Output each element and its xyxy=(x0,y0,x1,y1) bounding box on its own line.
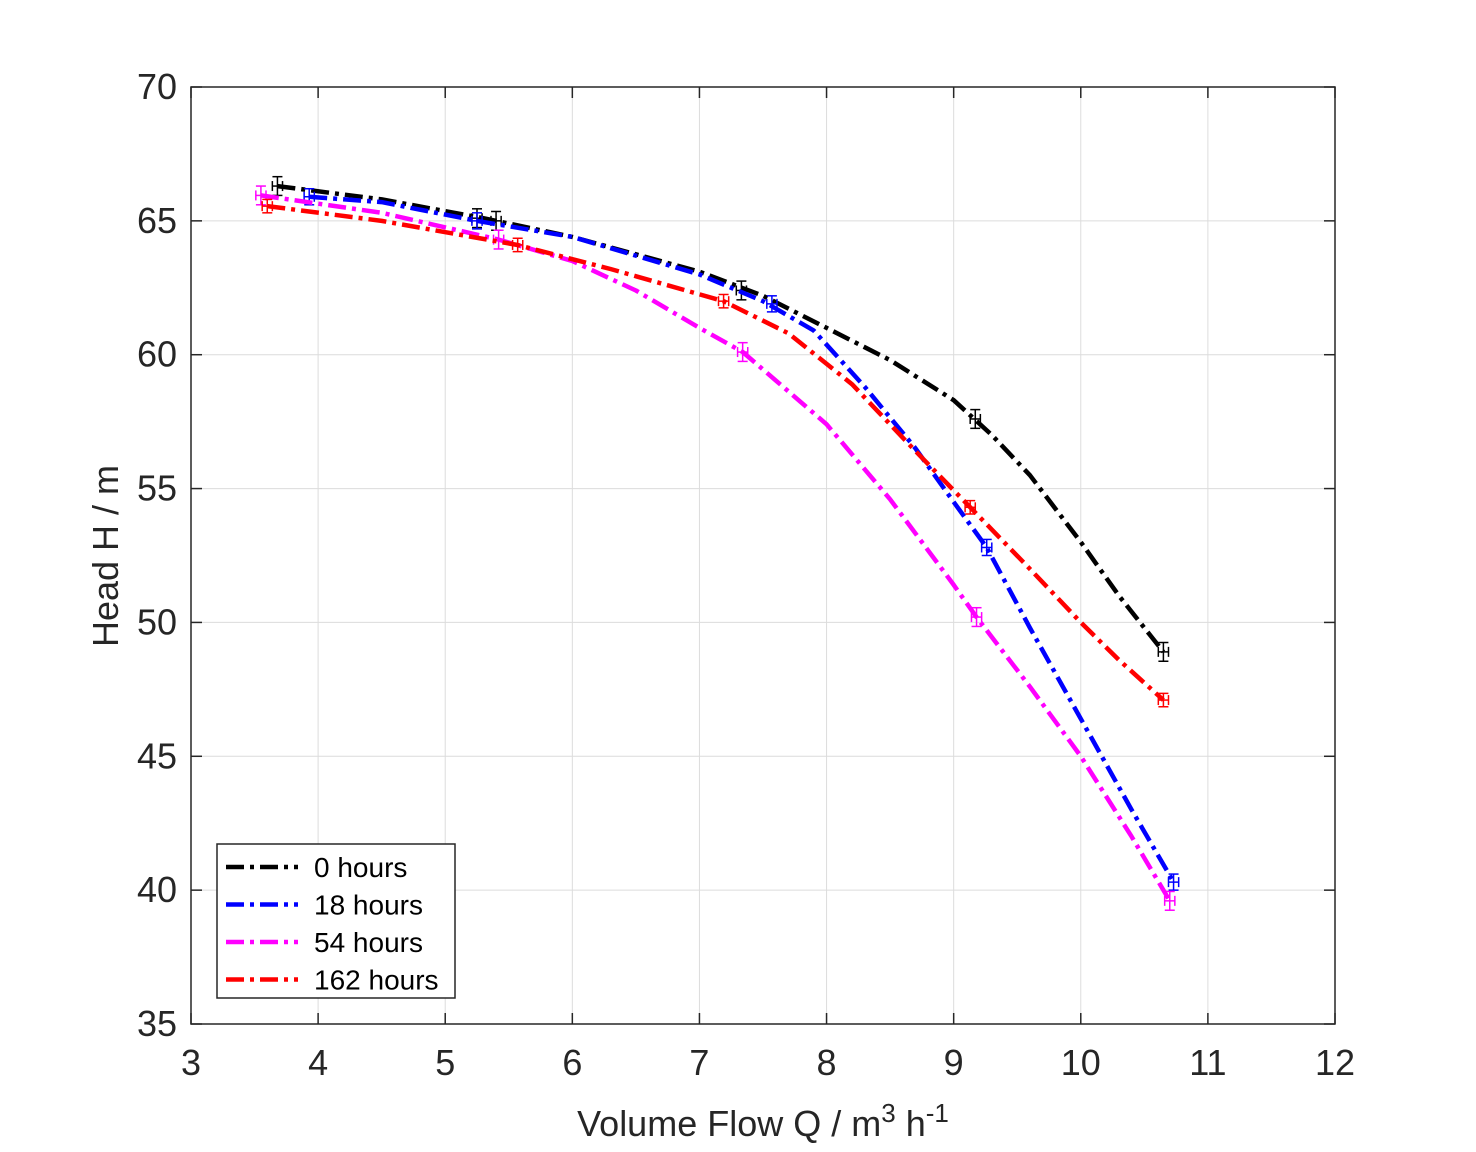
x-tick-label: 5 xyxy=(435,1042,455,1083)
y-tick-label: 65 xyxy=(137,200,177,241)
error-bar xyxy=(717,293,730,309)
series-54-hours xyxy=(255,185,1176,911)
y-tick-label: 60 xyxy=(137,334,177,375)
error-bar xyxy=(969,408,982,430)
error-bar xyxy=(1167,873,1180,891)
series-layer xyxy=(255,175,1180,911)
y-tick-label: 45 xyxy=(137,735,177,776)
x-tick-label: 9 xyxy=(944,1042,964,1083)
error-bar xyxy=(271,175,284,197)
x-tick-label: 8 xyxy=(817,1042,837,1083)
error-bar xyxy=(511,237,524,253)
series-162-hours xyxy=(261,198,1170,708)
legend-label: 0 hours xyxy=(314,852,407,883)
series-line xyxy=(277,183,1166,654)
error-bar xyxy=(261,198,274,214)
x-tick-label: 11 xyxy=(1189,1042,1226,1083)
legend: 0 hours 18 hours 54 hours 162 hours xyxy=(216,843,456,999)
x-tick-label: 6 xyxy=(562,1042,582,1083)
y-tick-label: 40 xyxy=(137,869,177,910)
error-bar xyxy=(1163,890,1176,911)
y-tick-label: 35 xyxy=(137,1003,177,1044)
error-bar xyxy=(980,538,993,557)
x-tick-label: 7 xyxy=(689,1042,709,1083)
series-line xyxy=(260,193,1172,903)
error-bar xyxy=(766,295,778,313)
x-tick-label: 4 xyxy=(308,1042,328,1083)
error-bar xyxy=(964,499,977,515)
series-0-hours xyxy=(271,175,1170,662)
plot-frame xyxy=(190,86,1336,1025)
legend-box xyxy=(216,843,456,999)
y-axis-label: Head H / m xyxy=(85,465,126,647)
y-tick-label: 55 xyxy=(137,468,177,509)
y-tick-label: 70 xyxy=(137,66,177,107)
x-tick-label: 12 xyxy=(1315,1042,1355,1083)
series-line xyxy=(309,194,1176,884)
error-bar xyxy=(1157,692,1170,708)
x-tick-label: 3 xyxy=(181,1042,201,1083)
error-bar xyxy=(471,212,483,230)
series-18-hours xyxy=(303,187,1180,891)
x-tick-label: 10 xyxy=(1061,1042,1101,1083)
legend-label: 162 hours xyxy=(314,965,439,996)
legend-label: 18 hours xyxy=(314,890,423,921)
y-tick-label: 50 xyxy=(137,601,177,642)
error-bar xyxy=(736,341,749,363)
error-bar xyxy=(970,606,983,628)
x-axis-label: Volume Flow Q / m3 h-1 xyxy=(577,1098,949,1144)
error-bar xyxy=(1157,641,1170,662)
legend-label: 54 hours xyxy=(314,927,423,958)
error-bar xyxy=(303,187,316,206)
